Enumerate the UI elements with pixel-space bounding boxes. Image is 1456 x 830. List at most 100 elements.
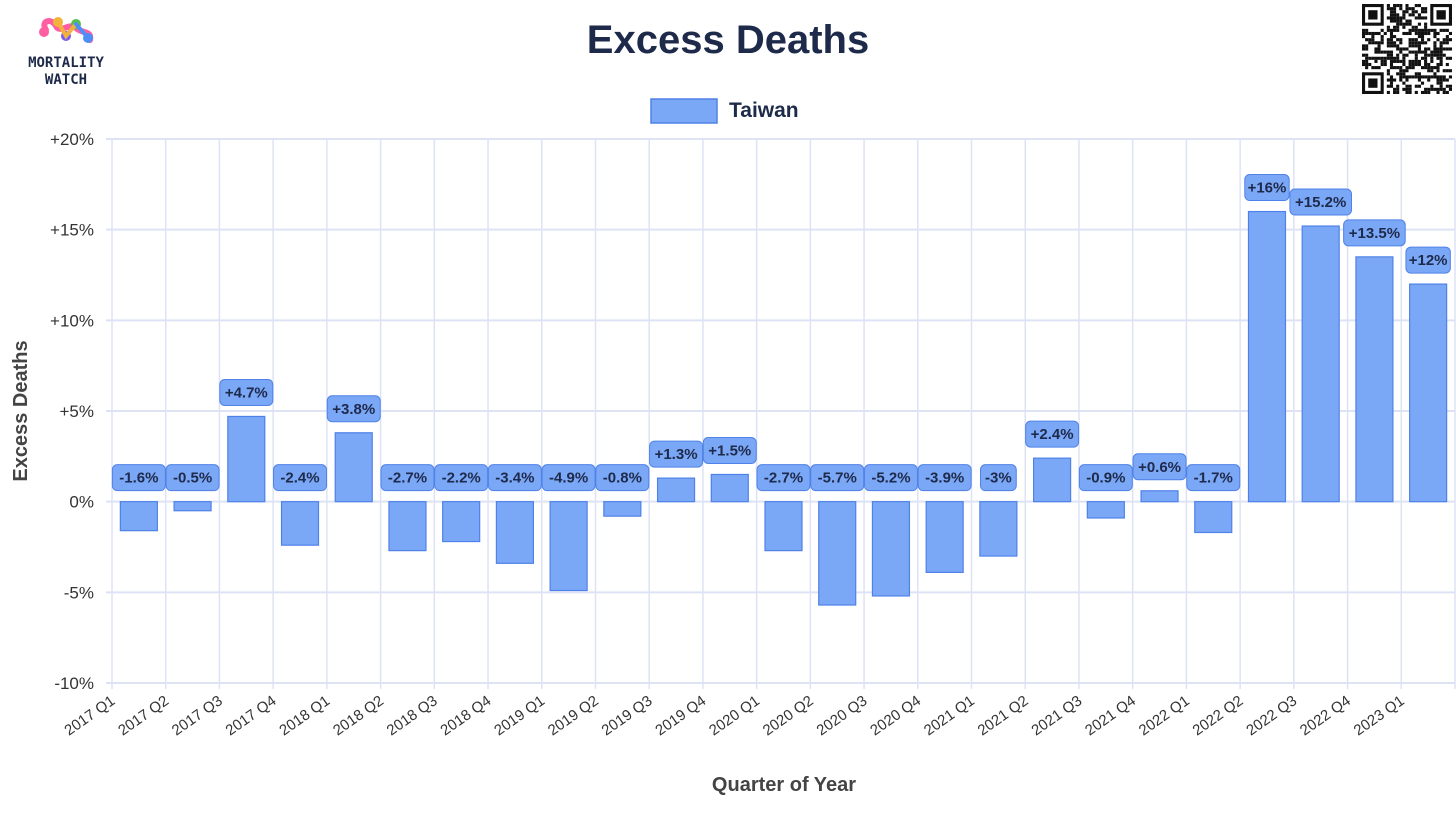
qr-module [1430,56,1434,60]
qr-module [1424,90,1428,94]
qr-module [1396,25,1400,29]
qr-module [1402,69,1406,73]
data-label-text: +0.6% [1138,459,1181,476]
x-tick-label: 2019 Q1 [491,692,548,739]
data-label: +12% [1405,246,1451,274]
qr-module [1430,53,1434,57]
qr-module [1389,62,1394,67]
qr-module [1393,44,1397,48]
qr-module [1424,75,1428,79]
data-label: -1.6% [111,464,166,492]
qr-module [1399,66,1403,70]
qr-module [1408,7,1412,11]
data-label-text: +1.5% [708,442,751,459]
data-label-text: +2.4% [1031,426,1074,443]
data-label-text: -4.9% [549,470,588,487]
qr-module [1365,44,1369,48]
qr-module [1442,53,1446,57]
qr-module [1389,66,1394,70]
qr-module [1389,59,1394,63]
qr-module [1402,47,1406,51]
qr-module [1389,56,1394,60]
qr-module [1411,50,1415,54]
qr-module [1417,84,1421,88]
qr-module [1374,50,1378,54]
qr-module [1396,59,1400,63]
qr-module [1445,56,1449,60]
data-label: -4.9% [541,464,596,492]
data-label-text: -2.7% [764,470,803,487]
qr-module [1411,10,1415,14]
qr-module [1445,90,1449,94]
qr-module [1442,41,1446,45]
qr-module [1433,72,1437,76]
qr-module [1408,44,1412,48]
data-label: -2.7% [380,464,435,492]
qr-module [1408,41,1412,45]
qr-module [1433,28,1437,32]
qr-module [1365,28,1369,32]
qr-module [1436,66,1440,70]
qr-module [1439,87,1443,91]
qr-module [1439,41,1443,45]
qr-module [1427,69,1431,73]
qr-module [1430,84,1434,88]
qr-module [1405,7,1409,11]
qr-module [1396,84,1400,88]
qr-module [1405,10,1409,14]
bar [979,501,1018,557]
qr-module [1439,53,1443,57]
bar [227,415,266,503]
qr-module [1368,38,1372,42]
qr-module [1430,75,1434,79]
qr-module [1442,28,1446,32]
qr-module [1427,75,1431,79]
qr-module [1408,50,1412,54]
qr-module [1393,66,1397,70]
qr-module [1417,41,1421,45]
qr-module [1405,31,1409,36]
qr-module [1377,50,1381,54]
qr-module [1445,78,1449,82]
qr-module [1386,53,1390,57]
data-label: +1.5% [702,436,757,464]
qr-module [1386,38,1390,42]
qr-module [1368,62,1372,67]
qr-module [1405,19,1409,23]
data-label-box [1078,464,1133,492]
qr-module [1374,47,1378,51]
qr-module [1439,28,1443,32]
data-labels: -1.6% -0.5% +4.7% -2.4% +3.8% -2.7% -2.2% -3.4%… [111,174,1451,492]
bar [656,477,696,503]
qr-module [1417,13,1421,17]
qr-module [1393,28,1397,32]
qr-module [1420,35,1425,39]
qr-module [1362,31,1366,36]
qr-module [1417,22,1421,26]
qr-module [1377,47,1381,51]
x-tick-label: 2022 Q2 [1190,692,1247,739]
qr-module [1389,31,1394,36]
qr-module [1424,41,1428,45]
qr-module [1377,31,1381,36]
qr-module [1411,66,1415,70]
qr-module [1420,66,1425,70]
qr-module [1448,31,1452,36]
qr-module [1399,59,1403,63]
qr-module [1371,38,1375,42]
x-tick-label: 2022 Q3 [1243,692,1300,739]
x-tick-label: 2017 Q2 [115,692,172,739]
qr-module [1433,50,1437,54]
qr-module [1396,16,1400,20]
qr-module [1445,35,1449,39]
qr-module [1436,38,1440,42]
y-tick-label: +20% [50,130,94,149]
qr-module [1402,53,1406,57]
qr-module [1420,41,1425,45]
y-axis-title: Excess Deaths [10,340,32,481]
qr-module [1380,59,1384,63]
data-label: +1.3% [649,440,704,468]
legend[interactable]: Taiwan [650,98,799,124]
qr-module [1420,16,1425,20]
qr-module [1448,47,1452,51]
